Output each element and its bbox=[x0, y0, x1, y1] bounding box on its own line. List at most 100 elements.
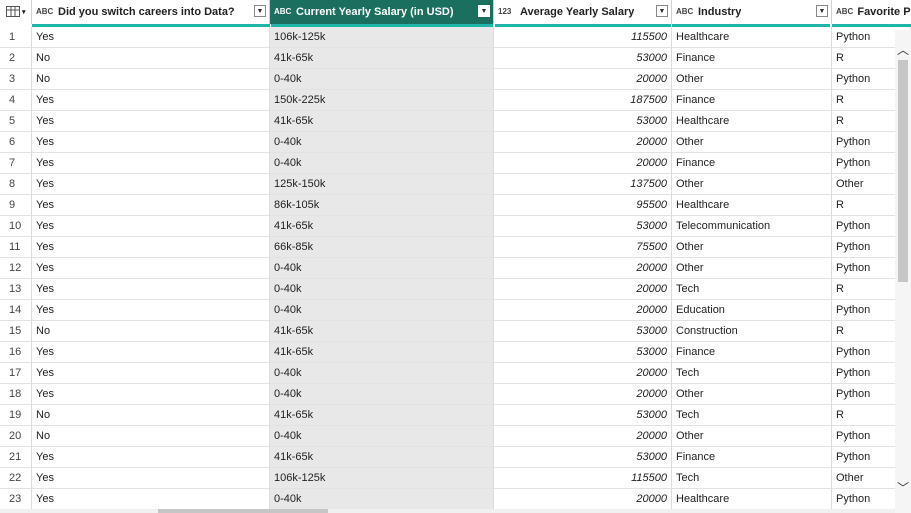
table-menu-button[interactable]: ▾ bbox=[0, 0, 32, 24]
cell-industry[interactable]: Finance bbox=[672, 153, 832, 174]
table-row[interactable]: 5 Yes 41k-65k 53000 Healthcare R bbox=[0, 111, 911, 132]
cell-industry[interactable]: Finance bbox=[672, 342, 832, 363]
cell-average-salary[interactable]: 20000 bbox=[494, 279, 672, 300]
cell-industry[interactable]: Other bbox=[672, 132, 832, 153]
cell-average-salary[interactable]: 115500 bbox=[494, 468, 672, 489]
cell-average-salary[interactable]: 53000 bbox=[494, 447, 672, 468]
cell-switch-careers[interactable]: Yes bbox=[32, 174, 270, 195]
cell-average-salary[interactable]: 20000 bbox=[494, 153, 672, 174]
cell-current-salary[interactable]: 86k-105k bbox=[270, 195, 494, 216]
cell-switch-careers[interactable]: Yes bbox=[32, 132, 270, 153]
table-row[interactable]: 10 Yes 41k-65k 53000 Telecommunication Python bbox=[0, 216, 911, 237]
row-number[interactable]: 10 bbox=[0, 216, 32, 237]
chevron-down-icon[interactable]: ﹀ bbox=[897, 481, 910, 495]
cell-industry[interactable]: Construction bbox=[672, 321, 832, 342]
cell-switch-careers[interactable]: Yes bbox=[32, 363, 270, 384]
cell-current-salary[interactable]: 41k-65k bbox=[270, 111, 494, 132]
cell-average-salary[interactable]: 53000 bbox=[494, 216, 672, 237]
cell-average-salary[interactable]: 115500 bbox=[494, 27, 672, 48]
cell-current-salary[interactable]: 150k-225k bbox=[270, 90, 494, 111]
cell-current-salary[interactable]: 0-40k bbox=[270, 258, 494, 279]
cell-average-salary[interactable]: 20000 bbox=[494, 363, 672, 384]
row-number[interactable]: 3 bbox=[0, 69, 32, 90]
cell-switch-careers[interactable]: Yes bbox=[32, 342, 270, 363]
cell-industry[interactable]: Education bbox=[672, 300, 832, 321]
cell-current-salary[interactable]: 0-40k bbox=[270, 426, 494, 447]
row-number[interactable]: 20 bbox=[0, 426, 32, 447]
cell-average-salary[interactable]: 53000 bbox=[494, 111, 672, 132]
row-number[interactable]: 9 bbox=[0, 195, 32, 216]
row-number[interactable]: 13 bbox=[0, 279, 32, 300]
table-row[interactable]: 19 No 41k-65k 53000 Tech R bbox=[0, 405, 911, 426]
cell-current-salary[interactable]: 125k-150k bbox=[270, 174, 494, 195]
cell-current-salary[interactable]: 0-40k bbox=[270, 300, 494, 321]
row-number[interactable]: 17 bbox=[0, 363, 32, 384]
cell-current-salary[interactable]: 0-40k bbox=[270, 363, 494, 384]
column-header-average-salary[interactable]: 123 Average Yearly Salary ▼ bbox=[494, 0, 672, 24]
row-number[interactable]: 15 bbox=[0, 321, 32, 342]
cell-switch-careers[interactable]: Yes bbox=[32, 90, 270, 111]
table-row[interactable]: 2 No 41k-65k 53000 Finance R bbox=[0, 48, 911, 69]
cell-average-salary[interactable]: 53000 bbox=[494, 405, 672, 426]
cell-average-salary[interactable]: 53000 bbox=[494, 342, 672, 363]
row-number[interactable]: 5 bbox=[0, 111, 32, 132]
cell-switch-careers[interactable]: Yes bbox=[32, 279, 270, 300]
cell-current-salary[interactable]: 106k-125k bbox=[270, 468, 494, 489]
row-number[interactable]: 14 bbox=[0, 300, 32, 321]
cell-industry[interactable]: Healthcare bbox=[672, 111, 832, 132]
cell-average-salary[interactable]: 53000 bbox=[494, 48, 672, 69]
column-header-favorite-language[interactable]: ABC Favorite Pr bbox=[832, 0, 911, 24]
row-number[interactable]: 18 bbox=[0, 384, 32, 405]
filter-dropdown-icon[interactable]: ▼ bbox=[254, 5, 266, 17]
table-row[interactable]: 3 No 0-40k 20000 Other Python bbox=[0, 69, 911, 90]
table-row[interactable]: 6 Yes 0-40k 20000 Other Python bbox=[0, 132, 911, 153]
cell-current-salary[interactable]: 0-40k bbox=[270, 279, 494, 300]
scrollbar-thumb[interactable] bbox=[898, 60, 908, 282]
cell-switch-careers[interactable]: Yes bbox=[32, 384, 270, 405]
horizontal-scrollbar[interactable] bbox=[0, 509, 895, 513]
table-row[interactable]: 9 Yes 86k-105k 95500 Healthcare R bbox=[0, 195, 911, 216]
cell-switch-careers[interactable]: No bbox=[32, 69, 270, 90]
row-number[interactable]: 11 bbox=[0, 237, 32, 258]
row-number[interactable]: 8 bbox=[0, 174, 32, 195]
row-number[interactable]: 7 bbox=[0, 153, 32, 174]
cell-switch-careers[interactable]: Yes bbox=[32, 195, 270, 216]
cell-switch-careers[interactable]: Yes bbox=[32, 153, 270, 174]
cell-current-salary[interactable]: 0-40k bbox=[270, 153, 494, 174]
row-number[interactable]: 2 bbox=[0, 48, 32, 69]
cell-industry[interactable]: Tech bbox=[672, 405, 832, 426]
cell-current-salary[interactable]: 66k-85k bbox=[270, 237, 494, 258]
table-row[interactable]: 7 Yes 0-40k 20000 Finance Python bbox=[0, 153, 911, 174]
table-row[interactable]: 23 Yes 0-40k 20000 Healthcare Python bbox=[0, 489, 911, 510]
cell-average-salary[interactable]: 20000 bbox=[494, 489, 672, 510]
cell-industry[interactable]: Tech bbox=[672, 279, 832, 300]
cell-average-salary[interactable]: 20000 bbox=[494, 258, 672, 279]
row-number[interactable]: 1 bbox=[0, 27, 32, 48]
table-row[interactable]: 18 Yes 0-40k 20000 Other Python bbox=[0, 384, 911, 405]
scrollbar-thumb[interactable] bbox=[158, 509, 328, 513]
table-row[interactable]: 8 Yes 125k-150k 137500 Other Other bbox=[0, 174, 911, 195]
cell-industry[interactable]: Other bbox=[672, 258, 832, 279]
column-header-industry[interactable]: ABC Industry ▼ bbox=[672, 0, 832, 24]
cell-industry[interactable]: Finance bbox=[672, 447, 832, 468]
cell-average-salary[interactable]: 20000 bbox=[494, 426, 672, 447]
table-row[interactable]: 12 Yes 0-40k 20000 Other Python bbox=[0, 258, 911, 279]
cell-average-salary[interactable]: 95500 bbox=[494, 195, 672, 216]
cell-current-salary[interactable]: 41k-65k bbox=[270, 447, 494, 468]
cell-switch-careers[interactable]: Yes bbox=[32, 447, 270, 468]
cell-switch-careers[interactable]: No bbox=[32, 321, 270, 342]
cell-industry[interactable]: Tech bbox=[672, 468, 832, 489]
filter-dropdown-icon[interactable]: ▼ bbox=[816, 5, 828, 17]
table-row[interactable]: 15 No 41k-65k 53000 Construction R bbox=[0, 321, 911, 342]
cell-switch-careers[interactable]: Yes bbox=[32, 258, 270, 279]
table-row[interactable]: 14 Yes 0-40k 20000 Education Python bbox=[0, 300, 911, 321]
row-number[interactable]: 16 bbox=[0, 342, 32, 363]
filter-dropdown-icon[interactable]: ▼ bbox=[478, 5, 490, 17]
filter-dropdown-icon[interactable]: ▼ bbox=[656, 5, 668, 17]
cell-switch-careers[interactable]: Yes bbox=[32, 300, 270, 321]
cell-average-salary[interactable]: 20000 bbox=[494, 384, 672, 405]
cell-average-salary[interactable]: 53000 bbox=[494, 321, 672, 342]
cell-current-salary[interactable]: 41k-65k bbox=[270, 342, 494, 363]
cell-average-salary[interactable]: 20000 bbox=[494, 300, 672, 321]
cell-industry[interactable]: Other bbox=[672, 384, 832, 405]
